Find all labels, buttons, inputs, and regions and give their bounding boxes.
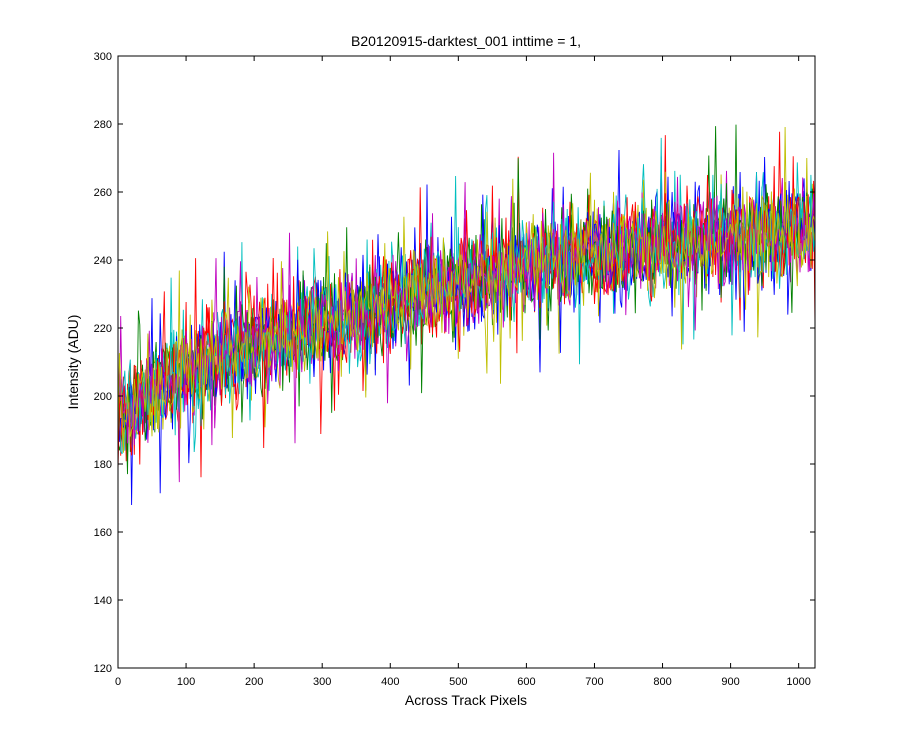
x-tick-label: 300 — [313, 676, 331, 688]
x-tick-label: 700 — [585, 676, 603, 688]
y-tick-label: 280 — [94, 119, 112, 131]
x-tick-label: 500 — [449, 676, 467, 688]
x-tick-label: 400 — [381, 676, 399, 688]
x-axis-ticks: 0 100 200 300 400 500 600 700 800 900 1000 — [115, 56, 811, 688]
x-tick-label: 800 — [653, 676, 671, 688]
y-tick-label: 180 — [94, 459, 112, 471]
y-axis-ticks: 120 140 160 180 200 220 240 260 280 300 — [94, 51, 815, 675]
axes-box — [117, 55, 816, 669]
y-tick-label: 200 — [94, 391, 112, 403]
x-axis-title: Across Track Pixels — [405, 692, 527, 708]
y-axis-title: Intensity (ADU) — [65, 315, 81, 410]
series-line — [117, 176, 816, 483]
y-tick-label: 300 — [94, 51, 112, 63]
y-tick-label: 140 — [94, 595, 112, 607]
y-tick-label: 240 — [94, 255, 112, 267]
y-tick-label: 220 — [94, 323, 112, 335]
y-tick-label: 160 — [94, 527, 112, 539]
series-layer — [117, 124, 816, 506]
y-tick-label: 120 — [94, 663, 112, 675]
y-tick-label: 260 — [94, 187, 112, 199]
chart-title: B20120915-darktest_001 inttime = 1, — [351, 33, 581, 49]
x-tick-label: 600 — [517, 676, 535, 688]
x-tick-label: 900 — [721, 676, 739, 688]
x-tick-label: 0 — [115, 676, 121, 688]
x-tick-label: 200 — [245, 676, 263, 688]
x-tick-label: 1000 — [786, 676, 810, 688]
x-tick-label: 100 — [177, 676, 195, 688]
series-line — [117, 172, 816, 453]
